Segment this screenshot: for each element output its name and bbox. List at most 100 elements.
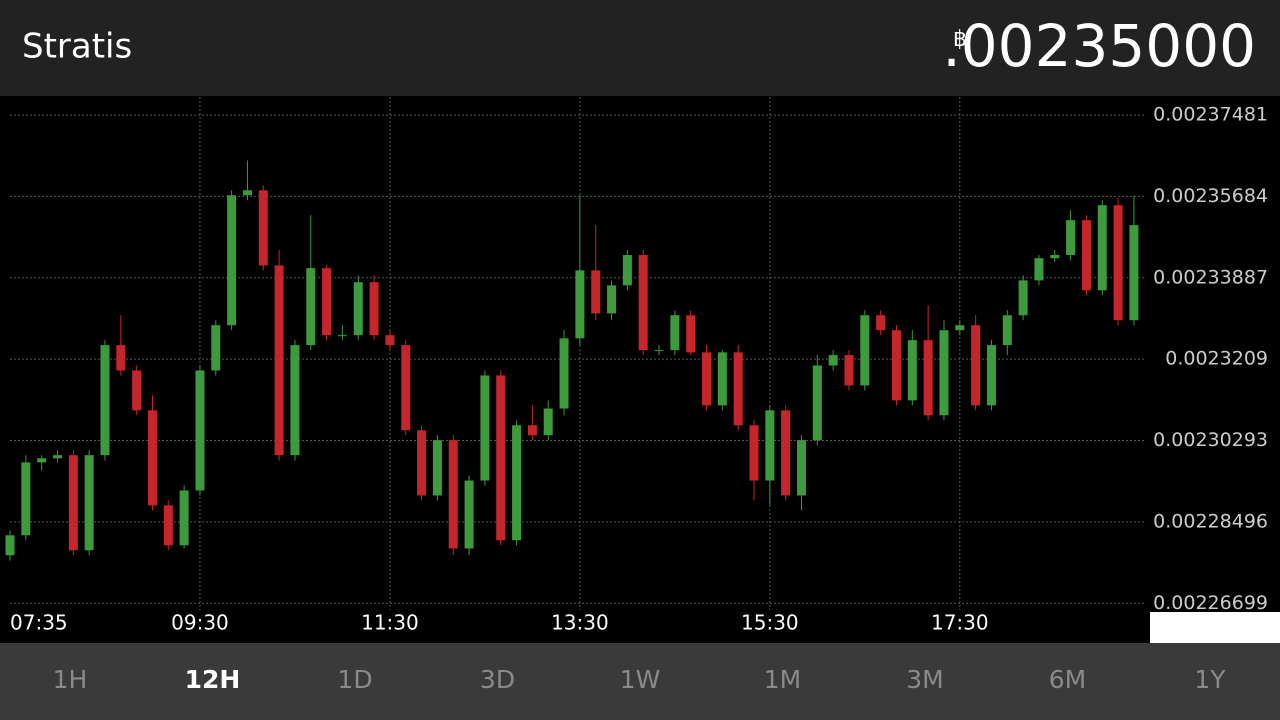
- candle-body: [337, 335, 347, 337]
- candle-body: [1081, 220, 1091, 291]
- x-tick-label: 17:30: [931, 611, 989, 635]
- candle-body: [100, 345, 110, 456]
- candle-body: [163, 505, 173, 546]
- candle-body: [1113, 205, 1123, 321]
- tab[interactable]: 1W: [620, 665, 661, 694]
- candle-body: [638, 255, 648, 351]
- candle-body: [607, 285, 617, 314]
- candle-body: [891, 330, 901, 401]
- candle-body: [654, 350, 664, 352]
- candle-body: [955, 325, 965, 331]
- candle-body: [781, 410, 791, 496]
- y-tick-label: 0.00235684: [1153, 185, 1268, 207]
- coin-name: Stratis: [22, 27, 132, 67]
- header-bar: [0, 0, 1280, 96]
- candle-body: [876, 315, 886, 331]
- y-tick-label: 0.00237481: [1153, 104, 1268, 126]
- candle-body: [52, 455, 62, 459]
- candle-body: [512, 425, 522, 541]
- y-tick-label: 0.00230293: [1153, 429, 1268, 451]
- candle-body: [480, 375, 490, 481]
- candle-body: [306, 268, 316, 346]
- candle-body: [543, 408, 553, 436]
- y-tick-label: 0.0023209: [1165, 348, 1268, 370]
- candle-body: [21, 462, 31, 536]
- candle-body: [923, 340, 933, 416]
- candle-body: [986, 345, 996, 406]
- candle-body: [844, 355, 854, 386]
- candle-body: [211, 325, 221, 371]
- tab[interactable]: 1H: [53, 665, 88, 694]
- candle-body: [1066, 220, 1076, 256]
- candle-body: [1034, 258, 1044, 281]
- candle-body: [765, 410, 775, 481]
- y-tick-label: 0.00226699: [1153, 592, 1268, 614]
- candle-body: [1129, 225, 1139, 321]
- candle-body: [5, 535, 15, 556]
- candle-body: [448, 440, 458, 549]
- currency-symbol: ฿: [953, 27, 967, 52]
- tab[interactable]: 1M: [764, 665, 801, 694]
- candle-body: [575, 270, 585, 339]
- candle-body: [828, 355, 838, 366]
- candle-body: [527, 425, 537, 436]
- candle-body: [702, 352, 712, 406]
- candle-body: [464, 480, 474, 549]
- x-tick-label: 11:30: [361, 611, 419, 635]
- candle-body: [670, 315, 680, 351]
- candle-body: [1097, 205, 1107, 291]
- candle-body: [258, 190, 268, 266]
- blank-box: [1150, 612, 1280, 643]
- tab[interactable]: 1Y: [1194, 665, 1226, 694]
- plot: 0.00237481 0.00235684 0.00233887 0.0023209 0…: [5, 97, 1268, 635]
- chart-area: [0, 96, 1280, 643]
- candle-body: [797, 440, 806, 496]
- candle-body: [860, 315, 870, 386]
- candle-body: [971, 325, 981, 406]
- candle-body: [132, 370, 142, 411]
- tab[interactable]: 6M: [1049, 665, 1086, 694]
- candle-body: [84, 455, 94, 551]
- candle-body: [686, 315, 696, 353]
- x-tick-label: 07:35: [10, 611, 68, 635]
- candle-body: [37, 458, 47, 463]
- tab[interactable]: 3D: [480, 665, 515, 694]
- candle-body: [749, 425, 759, 481]
- candle-body: [401, 345, 411, 431]
- candle-body: [274, 265, 284, 456]
- candle-body: [322, 268, 332, 336]
- candle-body: [369, 282, 379, 336]
- candle-body: [147, 410, 157, 506]
- candle-body: [591, 270, 601, 314]
- tabs: 1H 12H 1D 3D 1W 1M 3M 6M 1Y: [53, 665, 1227, 694]
- y-tick-label: 0.00228496: [1153, 510, 1268, 532]
- tab[interactable]: 3M: [906, 665, 943, 694]
- candle-body: [179, 490, 189, 546]
- candle-body: [417, 430, 427, 496]
- tab-bar: [0, 643, 1280, 720]
- candle-body: [812, 365, 822, 441]
- candle-body: [432, 440, 442, 496]
- candle-body: [195, 370, 205, 491]
- candle-body: [733, 352, 743, 426]
- candle-body: [907, 340, 917, 401]
- price: .00235000: [942, 12, 1256, 80]
- tab[interactable]: 1D: [337, 665, 372, 694]
- candle-body: [242, 190, 252, 196]
- candle-body: [116, 345, 126, 371]
- candle-body: [1050, 255, 1060, 259]
- candle-body: [1002, 315, 1012, 346]
- candle-body: [939, 330, 949, 416]
- candle-body: [353, 282, 363, 336]
- candle-body: [385, 335, 395, 346]
- candle-body: [559, 338, 569, 409]
- x-tick-label: 13:30: [551, 611, 609, 635]
- candle-body: [1018, 280, 1028, 316]
- candle-body: [68, 455, 78, 551]
- x-tick-label: 15:30: [741, 611, 799, 635]
- tab[interactable]: 12H: [185, 665, 241, 694]
- x-tick-label: 09:30: [171, 611, 229, 635]
- candle-body: [622, 255, 632, 286]
